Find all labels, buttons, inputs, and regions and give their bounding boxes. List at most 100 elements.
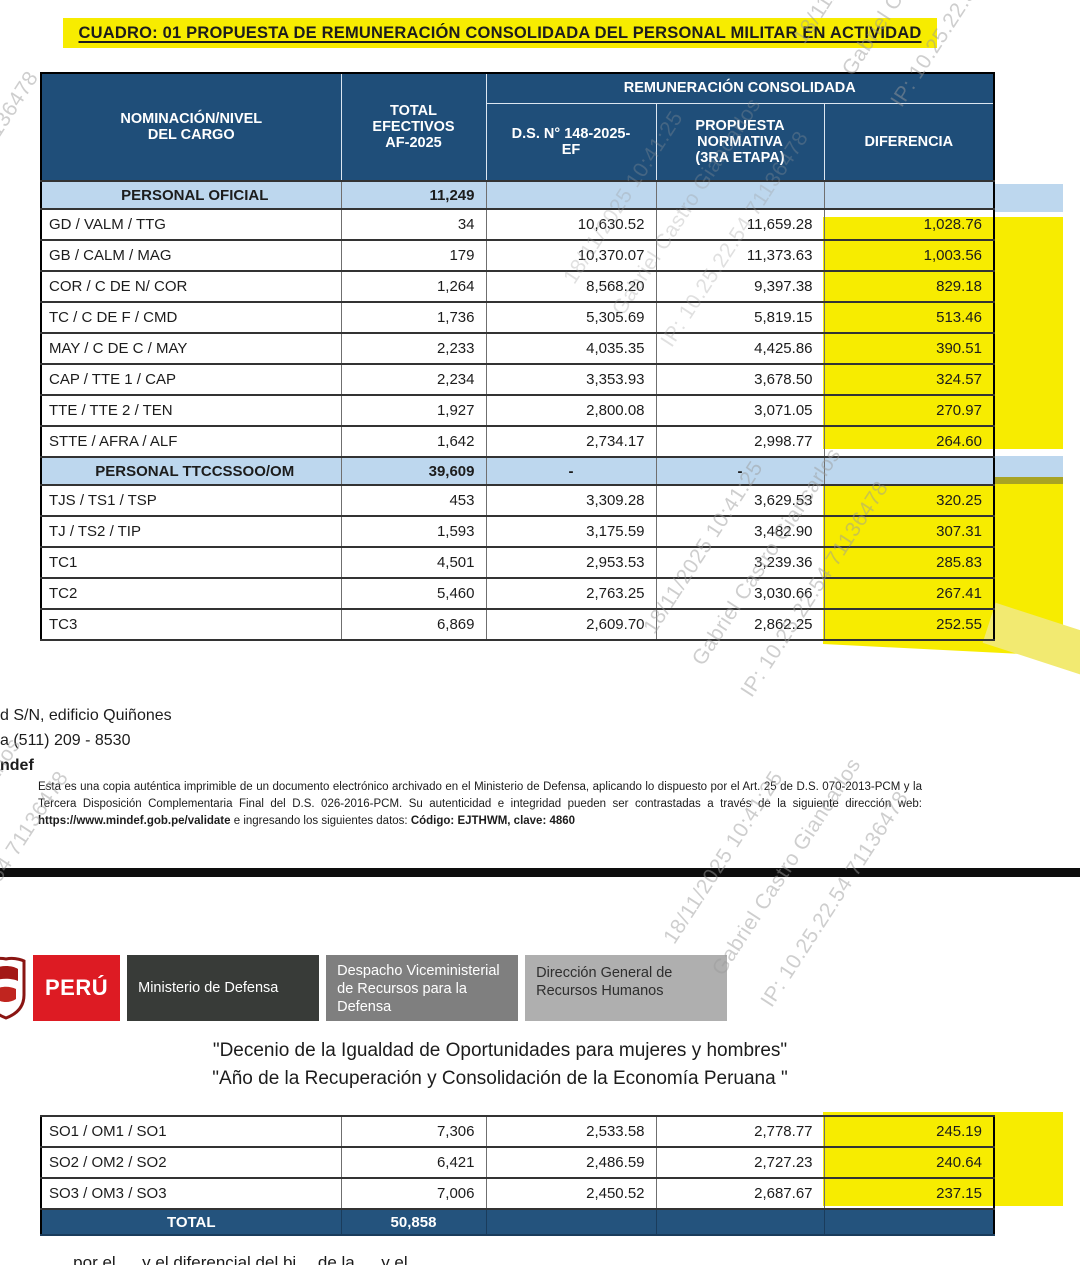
cell-ds: 5,305.69 [485,301,657,334]
cell-propuesta: 3,482.90 [655,515,825,548]
cell-efectivos: 6,421 [340,1146,487,1179]
ministry-name-block: Ministerio de Defensa [127,955,320,1021]
cell-label: COR / C DE N/ COR [40,270,342,303]
watermark-line: Gabriel Castro Giancarlos [0,25,11,270]
cell-label: TC3 [40,608,342,641]
section-blue-extension [993,456,1063,477]
ministry-header: PERÚ Ministerio de Defensa Despacho Vice… [0,955,728,1021]
table-row: COR / C DE N/ COR 1,264 8,568.20 9,397.3… [40,270,995,303]
cell-label: TJ / TS2 / TIP [40,515,342,548]
cell-diferencia: 390.51 [823,332,995,365]
column-header-propuesta: PROPUESTA NORMATIVA (3RA ETAPA) [655,102,825,182]
cell-efectivos: 2,234 [340,363,487,396]
cell-diferencia: 285.83 [823,546,995,579]
section-blue-extension [993,184,1063,212]
cell-label: SO3 / OM3 / SO3 [40,1177,342,1210]
cell-diferencia: 307.31 [823,515,995,548]
cell-propuesta: 2,778.77 [655,1115,825,1148]
table-row: TC1 4,501 2,953.53 3,239.36 285.83 [40,546,995,579]
peru-coat-of-arms-partial-icon [0,955,30,1021]
cell-label: STTE / AFRA / ALF [40,425,342,458]
cell-propuesta: 3,239.36 [655,546,825,579]
document-title-highlight: CUADRO: 01 PROPUESTA DE REMUNERACIÓN CON… [63,18,937,48]
page-divider [0,868,1080,877]
cell-efectivos: 7,306 [340,1115,487,1148]
column-header-efectivos: TOTAL EFECTIVOS AF-2025 [340,72,487,182]
cell-efectivos: 7,006 [340,1177,487,1210]
cell-diferencia: 240.64 [823,1146,995,1179]
cell-propuesta: 5,819.15 [655,301,825,334]
cell-diferencia: 245.19 [823,1115,995,1148]
authenticity-text: e ingresando los siguientes datos: [230,815,411,827]
cell-ds: - [485,456,657,486]
cell-ds: 2,734.17 [485,425,657,458]
clipped-bottom-text: … … … por el … y el diferencial del bi… … [8,1251,1072,1265]
cell-propuesta: 9,397.38 [655,270,825,303]
cell-propuesta: 2,862.25 [655,608,825,641]
cell-label: TC / C DE F / CMD [40,301,342,334]
watermark-line: 18/11/2025 10:41:25 [659,767,788,948]
cell-label: SO1 / OM1 / SO1 [40,1115,342,1148]
column-header-ds: D.S. N° 148-2025- EF [485,102,657,182]
table-row: STTE / AFRA / ALF 1,642 2,734.17 2,998.7… [40,425,995,458]
section-label: PERSONAL OFICIAL [40,180,342,210]
cell-efectivos: 1,642 [340,425,487,458]
cell-efectivos: 11,249 [340,180,487,210]
direction-block: Dirección General de Recursos Humanos [525,955,728,1021]
authenticity-text: Esta es una copia auténtica imprimible d… [38,781,922,810]
cell-propuesta: 11,373.63 [655,239,825,272]
cell-ds: 3,175.59 [485,515,657,548]
cell-efectivos: 1,927 [340,394,487,427]
cell-ds: 2,763.25 [485,577,657,610]
official-mottos: "Decenio de la Igualdad de Oportunidades… [40,1037,960,1093]
total-empty-cell [823,1208,995,1236]
contact-address: d S/N, edificio Quiñones [0,707,172,724]
authenticity-note: Esta es una copia auténtica imprimible d… [38,779,922,830]
cell-diferencia: 1,003.56 [823,239,995,272]
cell-efectivos: 4,501 [340,546,487,579]
cell-ds: 2,533.58 [485,1115,657,1148]
table-row: TC / C DE F / CMD 1,736 5,305.69 5,819.1… [40,301,995,334]
validation-url: https://www.mindef.gob.pe/validate [38,815,231,827]
cell-propuesta: 2,998.77 [655,425,825,458]
table-row: TJS / TS1 / TSP 453 3,309.28 3,629.53 32… [40,484,995,517]
table-row: TC2 5,460 2,763.25 3,030.66 267.41 [40,577,995,610]
cell-propuesta: 3,629.53 [655,484,825,517]
cell-propuesta: 3,678.50 [655,363,825,396]
cell-efectivos: 1,264 [340,270,487,303]
cell-efectivos: 453 [340,484,487,517]
contact-info: d S/N, edificio Quiñones a (511) 209 - 8… [0,703,172,778]
cell-diferencia: 324.57 [823,363,995,396]
cell-ds: 2,450.52 [485,1177,657,1210]
cell-efectivos: 1,736 [340,301,487,334]
cell-efectivos: 34 [340,208,487,241]
remuneration-table: NOMINACIÓN/NIVEL DEL CARGO TOTAL EFECTIV… [40,72,995,641]
table-row: GB / CALM / MAG 179 10,370.07 11,373.63 … [40,239,995,272]
cell-label: SO2 / OM2 / SO2 [40,1146,342,1179]
cell-label: GB / CALM / MAG [40,239,342,272]
cell-efectivos: 5,460 [340,577,487,610]
contact-phone: a (511) 209 - 8530 [0,732,131,749]
cell-ds: 2,609.70 [485,608,657,641]
clipped-text-fragment: … … … por el … y el diferencial del bi… … [8,1253,430,1265]
table-row: SO3 / OM3 / SO3 7,006 2,450.52 2,687.67 … [40,1177,995,1210]
table-row: CAP / TTE 1 / CAP 2,234 3,353.93 3,678.5… [40,363,995,396]
table-section-row: PERSONAL TTCCSSOO/OM 39,609 - - [40,456,995,486]
cell-label: MAY / C DE C / MAY [40,332,342,365]
cell-diferencia: 513.46 [823,301,995,334]
cell-ds: 2,800.08 [485,394,657,427]
cell-efectivos: 1,593 [340,515,487,548]
cell-efectivos: 2,233 [340,332,487,365]
cell-ds: 10,370.07 [485,239,657,272]
cell-diferencia: 252.55 [823,608,995,641]
cell-ds: 3,353.93 [485,363,657,396]
cell-diferencia: 264.60 [823,425,995,458]
cell-ds: 10,630.52 [485,208,657,241]
viceministry-block: Despacho Viceministerial de Recursos par… [326,955,519,1021]
remuneration-table-continued: SO1 / OM1 / SO1 7,306 2,533.58 2,778.77 … [40,1115,995,1236]
table-row: SO2 / OM2 / SO2 6,421 2,486.59 2,727.23 … [40,1146,995,1179]
cell-label: TC2 [40,577,342,610]
cell-diferencia: 320.25 [823,484,995,517]
cell-propuesta: 2,687.67 [655,1177,825,1210]
cell-ds: 4,035.35 [485,332,657,365]
